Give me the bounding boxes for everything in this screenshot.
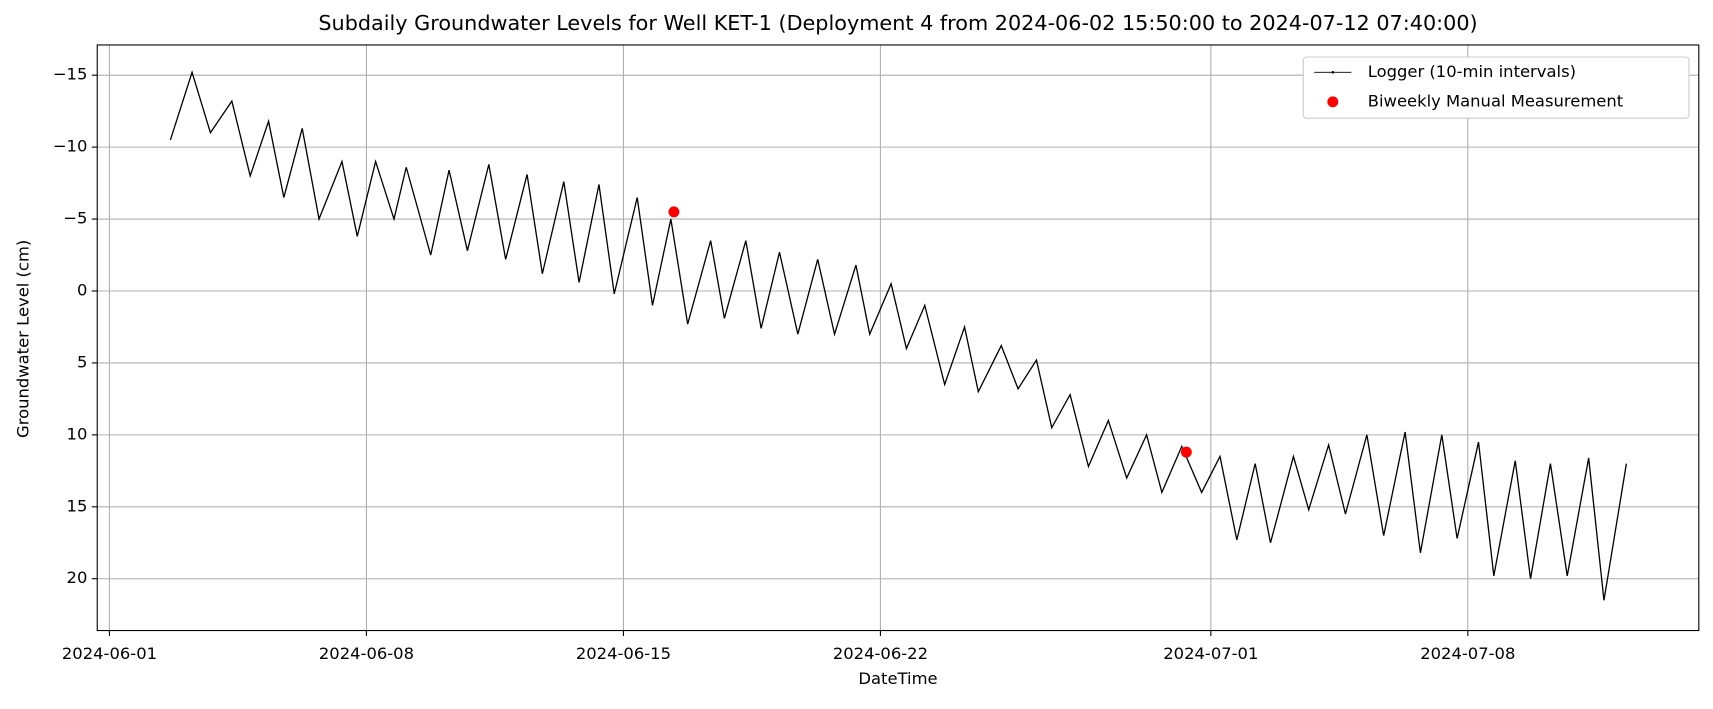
y-tick-label: 0: [77, 280, 87, 299]
legend-label: Logger (10-min intervals): [1368, 62, 1576, 81]
data-point: [1180, 446, 1192, 458]
x-tick-label: 2024-06-15: [576, 644, 671, 663]
y-axis-label: Groundwater Level (cm): [14, 240, 33, 438]
chart-title: Subdaily Groundwater Levels for Well KET…: [318, 11, 1477, 35]
y-tick-label: 20: [67, 568, 88, 587]
legend-marker: [1331, 70, 1335, 74]
y-tick-label: −10: [53, 137, 88, 156]
x-tick-label: 2024-07-01: [1163, 644, 1258, 663]
x-axis-label: DateTime: [858, 669, 937, 688]
y-tick-label: 15: [67, 496, 88, 515]
legend-label: Biweekly Manual Measurement: [1368, 91, 1624, 110]
y-tick-label: −5: [63, 209, 87, 228]
plot-area: [97, 44, 1699, 631]
x-tick-label: 2024-06-08: [319, 644, 414, 663]
legend-box: [1302, 56, 1690, 119]
x-tick-label: 2024-06-22: [833, 644, 928, 663]
plot-frame: [96, 44, 1700, 632]
x-tick-label: 2024-07-08: [1420, 644, 1515, 663]
y-tick-label: −15: [53, 65, 88, 84]
y-tick-label: 5: [77, 352, 87, 371]
data-line: [169, 70, 1628, 601]
x-tick-label: 2024-06-01: [62, 644, 157, 663]
y-tick-label: 10: [67, 424, 88, 443]
legend-marker: [1327, 96, 1339, 108]
data-point: [668, 206, 680, 218]
